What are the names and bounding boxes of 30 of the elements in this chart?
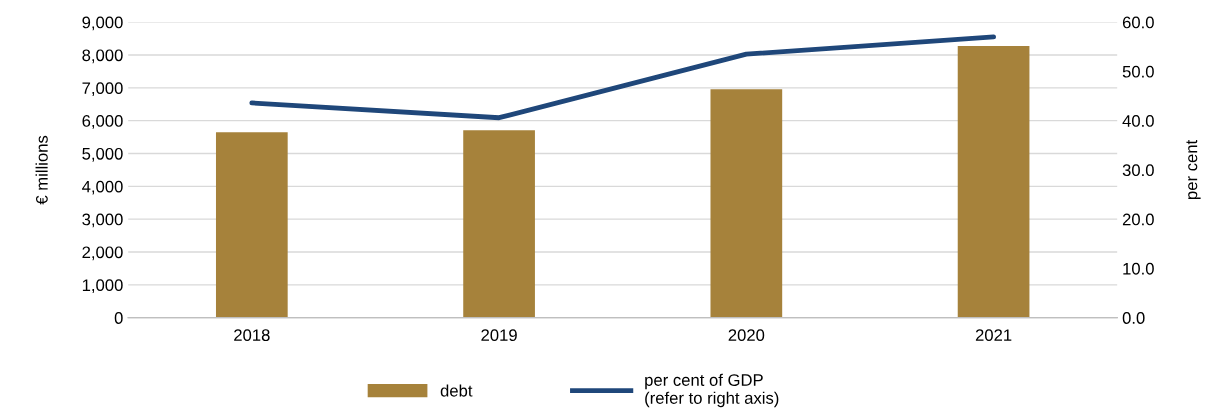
- y2-tick-label: 40.0: [1122, 115, 1154, 127]
- x-tick-label: 2021: [975, 329, 1012, 342]
- y2-tick-label: 20.0: [1122, 213, 1154, 226]
- bar: [463, 130, 535, 318]
- y-tick-label: 5,000: [82, 147, 123, 162]
- bar: [957, 46, 1030, 318]
- legend-label: debt: [440, 384, 473, 397]
- y2-axis-title: per cent: [1186, 139, 1201, 199]
- bar: [710, 89, 783, 318]
- x-tick-label: 2020: [728, 329, 765, 342]
- y-tick-label: 9,000: [82, 16, 123, 31]
- bar: [215, 132, 288, 318]
- y-tick-label: 1,000: [82, 279, 123, 294]
- x-tick-label: 2019: [481, 329, 517, 342]
- y2-tick-label: 10.0: [1123, 262, 1154, 275]
- legend-label: per cent of GDP (refer to right axis): [645, 373, 779, 408]
- y-tick-label: 0: [114, 312, 123, 324]
- y2-tick-label: 0.0: [1122, 312, 1145, 324]
- y-tick-label: 2,000: [82, 246, 123, 261]
- y2-tick-label: 30.0: [1122, 164, 1154, 177]
- y-tick-label: 8,000: [82, 49, 123, 64]
- line-series: [249, 34, 997, 121]
- y-tick-label: 7,000: [82, 82, 123, 96]
- x-tick-label: 2018: [234, 329, 270, 342]
- y-tick-label: 4,000: [82, 180, 123, 195]
- y-axis-title: € millions: [35, 135, 48, 205]
- y2-tick-label: 50.0: [1122, 65, 1154, 78]
- y-tick-label: 6,000: [82, 115, 123, 129]
- y-tick-label: 3,000: [82, 213, 123, 228]
- y2-tick-label: 60.0: [1122, 16, 1154, 29]
